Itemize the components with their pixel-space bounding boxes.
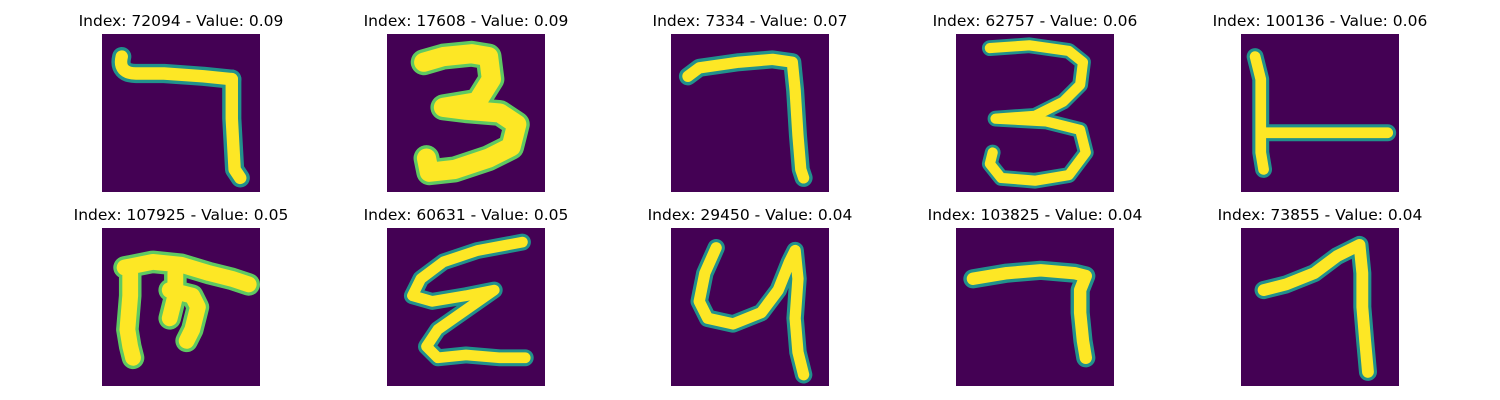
digit-image [671,228,829,386]
panel-title: Index: 62757 - Value: 0.06 [932,12,1138,30]
digit-image [956,34,1114,192]
digit-image [671,34,829,192]
panel-title: Index: 107925 - Value: 0.05 [73,206,289,224]
panel-title: Index: 100136 - Value: 0.06 [1212,12,1428,30]
panel-title: Index: 103825 - Value: 0.04 [927,206,1143,224]
digit-image [387,228,545,386]
panel-title: Index: 7334 - Value: 0.07 [652,12,848,30]
panel-title: Index: 17608 - Value: 0.09 [363,12,569,30]
digit-image [387,34,545,192]
digit-image [1241,228,1399,386]
digit-image [1241,34,1399,192]
digit-image [102,228,260,386]
panel-title: Index: 60631 - Value: 0.05 [363,206,569,224]
panel-title: Index: 72094 - Value: 0.09 [78,12,284,30]
digit-image [102,34,260,192]
panel-title: Index: 29450 - Value: 0.04 [647,206,853,224]
panel-title: Index: 73855 - Value: 0.04 [1217,206,1423,224]
digit-image [956,228,1114,386]
